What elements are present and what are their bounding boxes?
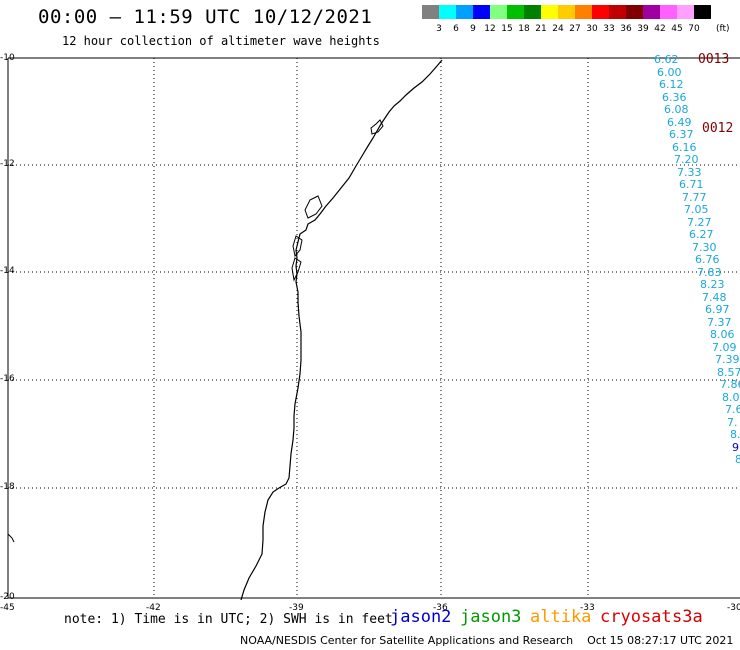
y-tick-label: -10 [0,53,15,63]
wave-height-label: 6.62 [654,53,679,66]
legend-label: 42 [654,24,665,34]
legend-swatch [490,5,507,19]
legend-label: 3 [436,24,442,34]
y-tick-label: -16 [0,374,15,384]
y-tick-label: -12 [0,159,15,169]
legend-label: 18 [518,24,530,34]
pass-label: 0012 [702,121,734,136]
legend-swatch [473,5,490,19]
wave-height-label: 6.00 [657,66,682,79]
wave-height-label: 8.57 [717,366,740,379]
wave-height-label: 9 [732,441,739,454]
wave-height-label: 6.27 [689,228,714,241]
footer-credit: NOAA/NESDIS Center for Satellite Applica… [240,634,734,647]
legend-swatch [609,5,626,19]
satellite-name: jason3 [460,607,522,627]
legend-label: 9 [470,24,476,34]
map-subtitle: 12 hour collection of altimeter wave hei… [62,34,380,48]
y-tick-label: -18 [0,482,15,492]
legend-swatch [626,5,643,19]
legend-swatch [422,5,439,19]
wave-height-label: 6.97 [705,303,730,316]
legend-swatch [660,5,677,19]
legend-label: 12 [484,24,495,34]
legend-label: 27 [569,24,580,34]
satellite-name: jason2 [390,607,452,627]
legend-label: 21 [535,24,546,34]
legend-label: 15 [501,24,512,34]
wave-height-label: 6.12 [659,78,684,91]
legend-swatch [524,5,541,19]
legend-label: 24 [552,24,564,34]
legend-label: 39 [637,24,649,34]
legend-swatch [558,5,575,19]
island-dot [7,533,15,543]
wave-height-label: 7.86 [720,378,740,391]
coastline [240,59,443,601]
wave-height-label: 8.0 [722,391,740,404]
x-tick-label: -30 [727,603,740,613]
x-tick-label: -33 [580,603,595,613]
wave-height-label: 7.39 [715,353,740,366]
wave-height-label: 7.30 [692,241,717,254]
wave-height-label: 6.49 [667,116,692,129]
legend-label: 70 [688,24,700,34]
legend-label: 33 [603,24,614,34]
wave-height-label: 7.83 [697,266,722,279]
satellite-name: altika [530,607,592,627]
legend-swatch [456,5,473,19]
legend-unit: (ft) [716,24,730,34]
footer-note: note: 1) Time is in UTC; 2) SWH is in fe… [64,612,393,627]
map-area [7,57,740,601]
wave-height-label: 7.48 [702,291,727,304]
map-title: 00:00 – 11:59 UTC 10/12/2021 [38,6,373,28]
wave-height-label: 7.27 [687,216,712,229]
wave-height-label: 7.09 [712,341,737,354]
legend-swatch [677,5,694,19]
wave-height-label: 7.77 [682,191,707,204]
wave-height-label: 7.20 [674,153,699,166]
wave-height-label: 7.33 [677,166,702,179]
legend-label: 36 [620,24,632,34]
wave-height-label: 8.06 [710,328,735,341]
wave-height-label: 7.6 [725,403,740,416]
legend-label: 6 [453,24,459,34]
wave-height-label: 7.37 [707,316,732,329]
wave-height-label: 8.23 [700,278,725,291]
graticule [8,58,740,598]
pass-label: 0013 [698,52,730,67]
wave-height-label: 6.76 [695,253,720,266]
legend-swatch [439,5,456,19]
wave-height-label: 6.16 [672,141,697,154]
wave-height-label: 7. [727,416,738,429]
legend-swatch [643,5,660,19]
x-tick-label: -36 [433,603,448,613]
bay-detail [304,195,323,219]
legend-swatch [592,5,609,19]
legend-swatch [694,5,711,19]
x-tick-label: -45 [0,603,15,613]
bay-detail [291,257,302,282]
bay-detail [370,119,384,135]
y-tick-label: -14 [0,266,15,276]
bay-detail [292,235,303,258]
x-tick-label: -42 [146,603,161,613]
legend-swatch [575,5,592,19]
satellite-name: cryosat [600,607,672,627]
wave-height-label: 7.05 [684,203,709,216]
legend-swatch [541,5,558,19]
wave-height-label: 8. [730,428,740,441]
y-tick-label: -20 [0,592,15,602]
wave-height-label: 6.37 [669,128,694,141]
legend-swatch [507,5,524,19]
satellite-name: s3a [672,607,703,627]
wave-height-label: 8 [735,453,740,466]
legend-label: 30 [586,24,598,34]
wave-height-label: 6.71 [679,178,704,191]
legend-label: 45 [671,24,682,34]
wave-height-label: 6.36 [662,91,687,104]
x-tick-label: -39 [289,603,304,613]
wave-height-label: 6.08 [664,103,689,116]
color-legend: 3 6 9 12 15 18 21 24 27 30 33 36 39 42 45 70 (ft) [422,5,730,34]
